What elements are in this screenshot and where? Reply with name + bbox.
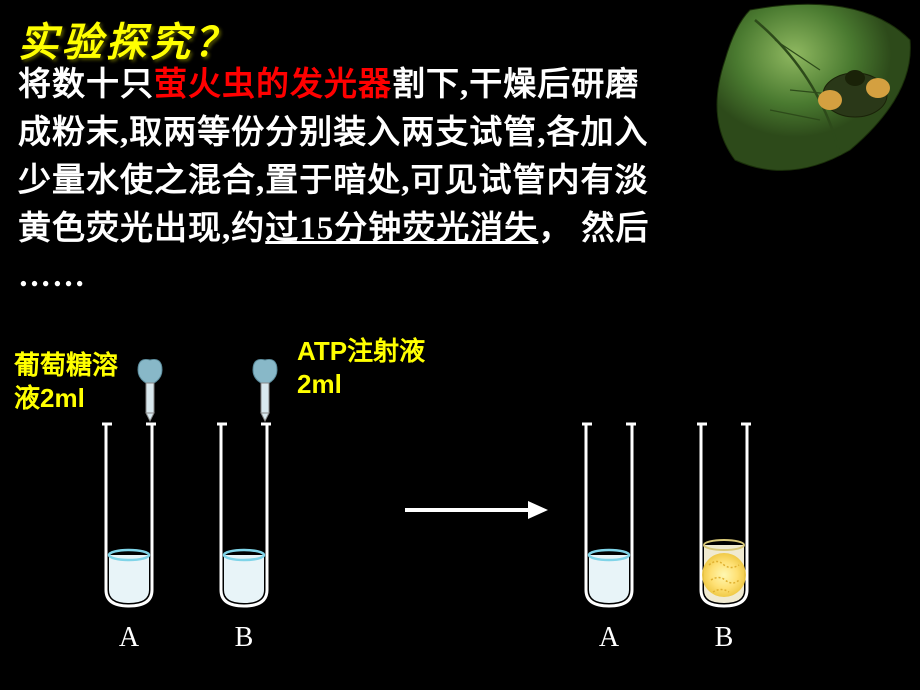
tube-left-A — [100, 420, 158, 610]
tube-right-B — [695, 420, 753, 610]
tube-left-B — [215, 420, 273, 610]
tube-left-B-label: B — [235, 622, 254, 654]
tube-left-A-label: A — [119, 622, 139, 654]
tube-left-B-wrap: B — [215, 420, 273, 654]
para-line-1: 将数十只萤火虫的发光器割下,干燥后研磨 — [18, 62, 738, 110]
text-pre4: 黄色荧光出现,约 — [18, 211, 265, 247]
atp-label-l1: ATP注射液 — [297, 335, 425, 368]
dropper-glucose — [130, 355, 170, 425]
para-line-2: 成粉末,取两等份分别装入两支试管,各加入 — [18, 110, 738, 158]
tube-right-B-wrap: B — [695, 420, 753, 654]
glucose-label-l2: 液2ml — [14, 382, 118, 415]
tube-group-left: A B — [100, 420, 273, 654]
reaction-arrow — [400, 495, 550, 525]
text-post4: ， 然后 — [538, 211, 649, 247]
para-line-3: 少量水使之混合,置于暗处,可见试管内有淡 — [18, 158, 738, 206]
tube-right-B-label: B — [715, 622, 734, 654]
glucose-label-l1: 葡萄糖溶 — [14, 349, 118, 382]
text-red-firefly: 萤火虫的发光器 — [154, 67, 392, 103]
text-post1: 割下,干燥后研磨 — [392, 67, 639, 103]
dropper-atp — [245, 355, 285, 425]
atp-label: ATP注射液 2ml — [297, 335, 425, 400]
tube-right-A — [580, 420, 638, 610]
text-underlined: 过15分钟荧光消失 — [265, 211, 538, 247]
experiment-paragraph: 将数十只萤火虫的发光器割下,干燥后研磨 成粉末,取两等份分别装入两支试管,各加入… — [18, 62, 738, 301]
glucose-label: 葡萄糖溶 液2ml — [14, 349, 118, 414]
slide-title: 实验探究？ — [18, 10, 238, 68]
tube-left-A-wrap: A — [100, 420, 158, 654]
para-line-5: …… — [18, 253, 738, 301]
text-pre1: 将数十只 — [18, 67, 154, 103]
tube-right-A-label: A — [599, 622, 619, 654]
tube-right-A-wrap: A — [580, 420, 638, 654]
tube-group-right: A B — [580, 420, 753, 654]
para-line-4: 黄色荧光出现,约过15分钟荧光消失， 然后 — [18, 206, 738, 254]
atp-label-l2: 2ml — [297, 368, 425, 401]
